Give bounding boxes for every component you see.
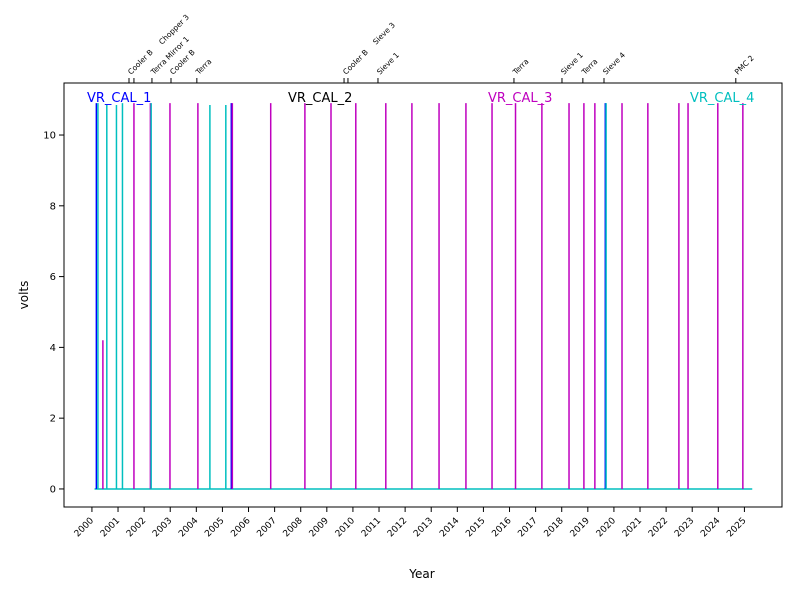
x-tick-label: 2011 [360, 516, 383, 539]
event-label: Terra [579, 57, 599, 77]
event-label: Sieve 1 [375, 50, 401, 76]
x-tick-label: 2005 [203, 516, 226, 539]
event-label: Sieve 4 [601, 50, 627, 76]
x-tick-label: 2010 [334, 516, 357, 539]
series-label: VR_CAL_4 [690, 91, 754, 106]
x-axis-label: Year [408, 567, 434, 581]
y-tick-label: 4 [50, 343, 56, 354]
y-tick-label: 2 [50, 414, 56, 425]
event-label: Terra [510, 57, 530, 77]
x-tick-label: 2014 [438, 516, 461, 539]
series-label: VR_CAL_3 [488, 91, 552, 106]
x-tick-label: 2023 [673, 516, 696, 539]
series-labels: VR_CAL_1 VR_CAL_2 VR_CAL_3 VR_CAL_4 [87, 91, 754, 106]
x-tick-label: 2021 [621, 516, 644, 539]
y-axis: 0 2 4 6 8 10 [43, 131, 64, 495]
x-tick-label: 2004 [177, 516, 200, 539]
event-label: PMC 2 [733, 53, 756, 76]
x-axis: 2000 2001 2002 2003 2004 2005 2006 2007 2008 2009… [73, 507, 749, 539]
plot-marks [94, 103, 753, 490]
x-tick-label: 2009 [308, 516, 331, 539]
series-label: VR_CAL_2 [288, 91, 352, 106]
plot-frame [63, 82, 783, 508]
x-tick-label: 2016 [490, 516, 513, 539]
x-tick-label: 2008 [282, 516, 305, 539]
series-label: VR_CAL_1 [87, 91, 151, 106]
x-tick-label: 2012 [386, 516, 409, 539]
event-label: Terra [193, 57, 213, 77]
x-tick-label: 2015 [464, 516, 487, 539]
x-tick-label: 2022 [647, 516, 670, 539]
event-label: Cooler B [341, 48, 370, 77]
x-tick-label: 2025 [725, 516, 748, 539]
x-tick-label: 2024 [699, 516, 722, 539]
y-tick-label: 6 [50, 272, 56, 283]
x-tick-label: 2018 [543, 516, 566, 539]
y-tick-label: 10 [43, 131, 56, 142]
x-tick-label: 2020 [595, 516, 618, 539]
x-tick-label: 2001 [99, 516, 122, 539]
x-tick-label: 2006 [229, 516, 252, 539]
x-tick-label: 2000 [73, 516, 96, 539]
x-tick-label: 2002 [125, 516, 148, 539]
x-tick-label: 2013 [412, 516, 435, 539]
y-axis-label: volts [17, 281, 31, 310]
y-tick-label: 8 [50, 201, 56, 212]
x-tick-label: 2017 [516, 516, 539, 539]
x-tick-label: 2003 [151, 516, 174, 539]
x-tick-label: 2007 [255, 516, 278, 539]
event-label: Sieve 3 [371, 20, 397, 46]
x-tick-label: 2019 [569, 516, 592, 539]
y-tick-label: 0 [50, 484, 56, 495]
